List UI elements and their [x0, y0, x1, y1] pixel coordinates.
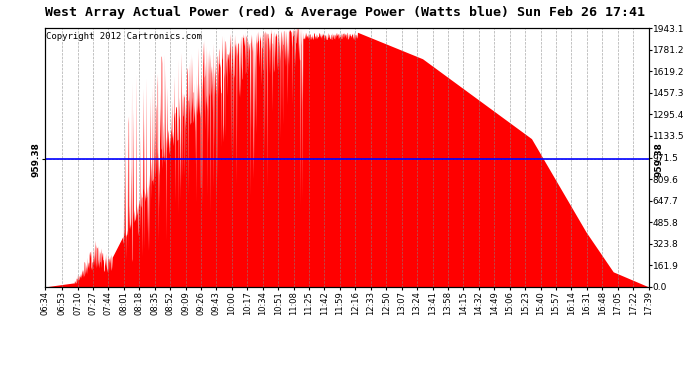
Text: West Array Actual Power (red) & Average Power (Watts blue) Sun Feb 26 17:41: West Array Actual Power (red) & Average … — [45, 6, 645, 19]
Text: 959.38: 959.38 — [654, 142, 663, 177]
Text: Copyright 2012 Cartronics.com: Copyright 2012 Cartronics.com — [46, 32, 201, 41]
